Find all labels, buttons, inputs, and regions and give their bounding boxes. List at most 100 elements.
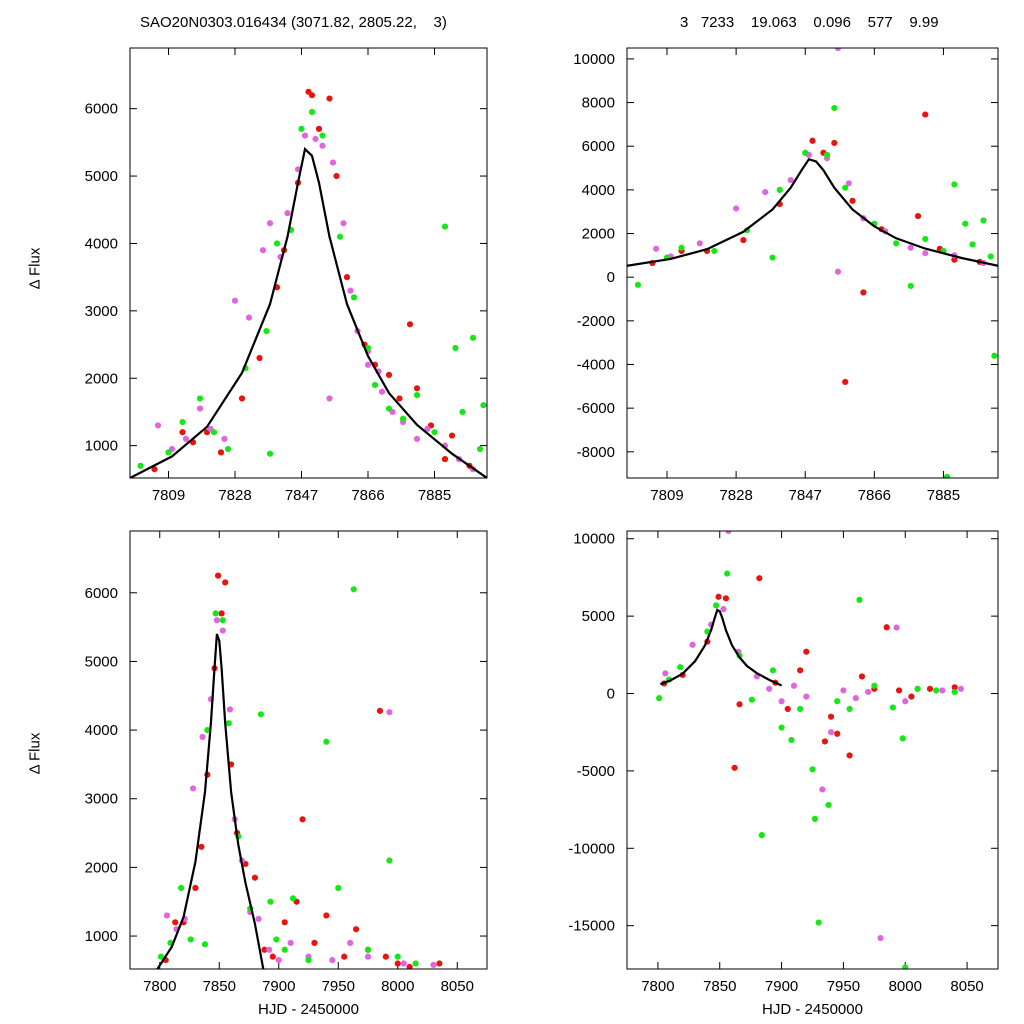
data-point-magenta bbox=[893, 624, 900, 631]
data-point-red bbox=[269, 953, 276, 960]
data-point-magenta bbox=[259, 247, 267, 254]
data-point-magenta bbox=[778, 698, 785, 705]
data-point-magenta bbox=[662, 670, 669, 677]
data-point-magenta bbox=[364, 953, 372, 960]
data-point-green bbox=[831, 104, 838, 112]
data-point-magenta bbox=[834, 48, 842, 52]
data-point-green bbox=[951, 181, 958, 188]
data-point-red bbox=[251, 874, 259, 881]
data-point-green bbox=[811, 815, 819, 822]
data-point-magenta bbox=[424, 425, 431, 432]
data-point-green bbox=[776, 186, 783, 193]
fit-curve bbox=[660, 608, 783, 687]
data-point-red bbox=[831, 139, 838, 147]
data-point-magenta bbox=[189, 785, 197, 792]
data-point-red bbox=[198, 843, 205, 850]
data-point-green bbox=[476, 445, 484, 453]
data-point-green bbox=[305, 956, 312, 964]
data-point-magenta bbox=[386, 709, 393, 716]
data-point-green bbox=[677, 664, 684, 671]
data-point-red bbox=[281, 919, 288, 926]
data-point-red bbox=[382, 953, 389, 960]
data-point-magenta bbox=[284, 210, 291, 217]
data-point-green bbox=[907, 282, 914, 290]
data-point-green bbox=[196, 395, 204, 402]
y-tick-label: 5000 bbox=[85, 168, 118, 185]
y-tick-label: 4000 bbox=[85, 722, 118, 739]
x-tick-label: 7800 bbox=[641, 978, 674, 995]
top-right-panel: 7809 7828 7847 7866 7885 -8000 -6000 -4000 -2000… bbox=[573, 47, 999, 504]
data-point-magenta bbox=[766, 685, 773, 692]
data-point-green bbox=[187, 936, 194, 943]
data-point-magenta bbox=[400, 960, 407, 967]
y-tick-label: 4000 bbox=[582, 182, 615, 199]
data-point-green bbox=[350, 294, 358, 301]
data-point-magenta bbox=[196, 405, 204, 412]
plot-frame bbox=[626, 47, 999, 479]
data-point-green bbox=[204, 726, 211, 734]
x-tick-label: 7850 bbox=[203, 978, 236, 995]
data-point-magenta bbox=[231, 297, 239, 304]
data-point-red bbox=[406, 321, 414, 328]
data-point-red bbox=[895, 687, 903, 694]
data-point-green bbox=[856, 596, 863, 603]
data-point-green bbox=[165, 449, 172, 456]
bottom-left-panel: 7800 7850 7900 7950 8000 8050 1000 2000 3000 4000… bbox=[85, 530, 488, 1018]
data-point-magenta bbox=[696, 240, 703, 247]
y-tick-label: 6000 bbox=[582, 138, 615, 155]
data-point-magenta bbox=[364, 361, 372, 368]
data-point-red bbox=[172, 919, 179, 926]
data-point-magenta bbox=[329, 159, 337, 166]
data-point-red bbox=[214, 572, 222, 579]
x-tick-label: 8000 bbox=[381, 978, 414, 995]
data-point-green bbox=[769, 254, 776, 261]
plot-header-left: SAO20N0303.016434 (3071.82, 2805.22, 3) bbox=[140, 14, 447, 31]
data-point-green bbox=[431, 429, 438, 436]
top-left-points bbox=[130, 88, 487, 478]
data-point-red bbox=[256, 354, 263, 362]
data-point-magenta bbox=[652, 245, 660, 252]
data-point-red bbox=[908, 693, 915, 700]
data-point-red bbox=[849, 197, 856, 204]
data-point-green bbox=[364, 946, 372, 953]
data-point-green bbox=[902, 964, 909, 969]
x-tick-label: 8000 bbox=[889, 978, 922, 995]
data-point-magenta bbox=[326, 395, 333, 402]
data-point-green bbox=[469, 334, 477, 341]
data-point-magenta bbox=[413, 435, 421, 443]
data-point-red bbox=[315, 125, 323, 132]
data-point-magenta bbox=[163, 912, 170, 919]
data-point-green bbox=[267, 898, 274, 905]
data-point-red bbox=[846, 752, 853, 759]
data-point-magenta bbox=[182, 435, 190, 443]
x-tick-label: 7866 bbox=[858, 487, 891, 504]
data-point-red bbox=[385, 371, 393, 378]
data-point-red bbox=[151, 466, 158, 473]
data-point-magenta bbox=[329, 956, 336, 964]
data-point-green bbox=[273, 936, 280, 943]
data-point-red bbox=[323, 912, 330, 919]
y-tick-label: 6000 bbox=[85, 101, 118, 118]
data-point-red bbox=[951, 256, 958, 263]
data-point-green bbox=[802, 149, 809, 156]
data-point-red bbox=[376, 707, 383, 714]
y-tick-label: -15000 bbox=[568, 918, 615, 935]
data-point-green bbox=[386, 857, 393, 864]
data-point-red bbox=[756, 575, 763, 582]
data-point-magenta bbox=[907, 244, 914, 251]
data-point-magenta bbox=[790, 682, 798, 689]
data-point-magenta bbox=[226, 706, 234, 713]
y-tick-label: 0 bbox=[607, 269, 615, 286]
data-point-red bbox=[797, 667, 804, 674]
data-point-magenta bbox=[733, 205, 740, 212]
data-point-magenta bbox=[378, 388, 386, 395]
data-point-green bbox=[266, 450, 274, 457]
data-point-green bbox=[889, 704, 896, 711]
data-point-magenta bbox=[319, 142, 326, 149]
data-point-green bbox=[758, 832, 765, 839]
data-point-green bbox=[914, 685, 921, 692]
data-point-magenta bbox=[255, 915, 262, 922]
data-point-magenta bbox=[902, 698, 909, 705]
y-tick-label: 0 bbox=[607, 686, 615, 703]
data-point-green bbox=[815, 919, 822, 926]
